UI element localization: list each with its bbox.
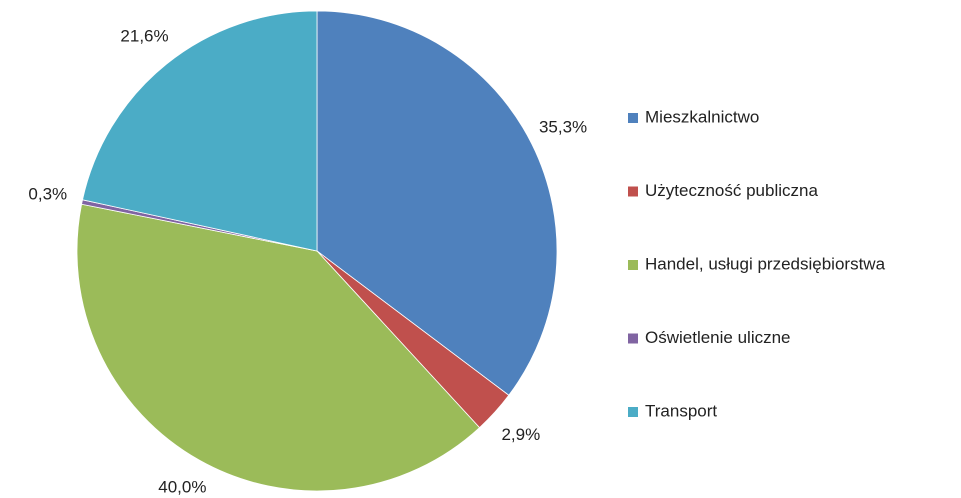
pie-slice <box>76 203 481 492</box>
data-label: 2,9% <box>501 425 540 444</box>
pie-slice <box>82 10 318 252</box>
legend-label: Mieszkalnictwo <box>645 107 759 126</box>
legend-label: Handel, usługi przedsiębiorstwa <box>645 254 886 273</box>
data-label: 35,3% <box>539 118 587 137</box>
legend-swatch <box>628 407 638 417</box>
pie-slice <box>316 10 558 396</box>
legend-label: Transport <box>645 401 717 420</box>
data-label: 40,0% <box>158 477 206 496</box>
legend-swatch <box>628 186 638 197</box>
data-label: 21,6% <box>120 26 168 45</box>
legend-label: Oświetlenie uliczne <box>645 328 791 347</box>
legend-label: Użyteczność publiczna <box>645 181 818 200</box>
legend-swatch <box>628 333 638 344</box>
legend-swatch <box>628 260 638 270</box>
data-label: 0,3% <box>28 184 67 203</box>
legend-swatch <box>628 113 638 123</box>
